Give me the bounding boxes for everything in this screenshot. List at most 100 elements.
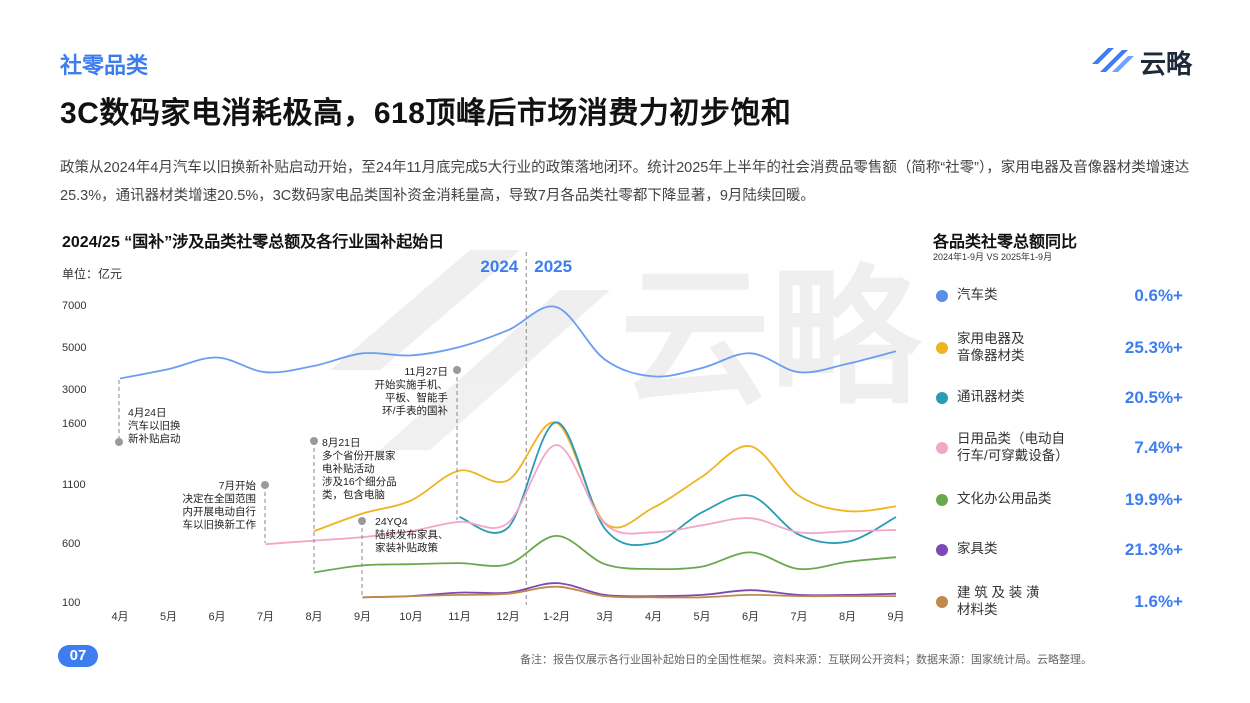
watermark-text: 云略 [620,254,923,422]
legend-item: 通讯器材类 20.5%+ [933,388,1193,428]
annotation-text: 类，包含电脑 [322,488,385,501]
legend-item: 家具类 21.3%+ [933,540,1193,580]
y-tick-label: 600 [62,538,80,550]
legend-item-name: 家用电器及 音像器材类 [957,331,1025,363]
annotation-text: 新补贴启动 [128,432,181,445]
legend-color-dot [936,290,948,302]
x-tick-label: 5月 [693,611,710,623]
chart-title: 2024/25 “国补”涉及品类社零总额及各行业国补起始日 [62,234,445,251]
series-line-0 [119,305,897,380]
x-tick-label: 8月 [305,611,322,623]
x-tick-label: 10月 [399,611,422,623]
annotation-text: 决定在全国范围 [183,492,257,505]
x-tick-label: 3月 [596,611,613,623]
annotation-text: 4月24日 [128,407,167,419]
y-tick-label: 1100 [62,479,86,491]
legend-title: 各品类社零总额同比 [933,234,1078,251]
legend-item-value: 1.6%+ [1134,592,1183,611]
y-tick-label: 1600 [62,418,86,430]
legend-item-name: 日用品类（电动自 行车/可穿戴设备） [957,431,1069,463]
annotation-dot [453,366,461,374]
brand-logo: 云略 [1088,42,1198,79]
series-line-6 [362,585,896,599]
unit-label: 单位：亿元 [62,267,123,281]
annotation-dot [261,481,269,489]
watermark: 云略 [330,250,923,450]
legend-item: 日用品类（电动自 行车/可穿戴设备） 7.4%+ [933,430,1193,470]
x-tick-label: 7月 [257,611,274,623]
annotation-text: 多个省份开展家 [322,449,396,462]
legend-item-name: 汽车类 [957,287,998,302]
legend-color-dot [936,392,948,404]
x-tick-label: 6月 [208,611,225,623]
y-tick-label: 100 [62,597,80,609]
annotation-text: 环/手表的国补 [382,404,448,417]
legend-item-name: 文化办公用品类 [957,491,1052,506]
legend-color-dot [936,596,948,608]
series-line-5 [362,582,897,599]
legend-item-value: 25.3%+ [1124,338,1183,357]
x-tick-label: 1-2月 [543,611,570,623]
x-tick-label: 12月 [496,611,519,623]
annotation-text: 平板、智能手 [385,391,448,404]
legend-color-dot [936,342,948,354]
annotation-text: 内开展电动自行 [183,505,257,518]
annotation-text: 8月21日 [322,437,361,449]
x-tick-label: 4月 [111,611,128,623]
annotation-dot [310,437,318,445]
section-label: 社零品类 [60,53,149,78]
annotation-text: 汽车以旧换 [128,419,181,432]
annotation-dot [358,517,366,525]
y-tick-label: 7000 [62,300,86,312]
legend-item: 建 筑 及 装 潢 材料类 1.6%+ [933,584,1193,624]
x-tick-label: 6月 [742,611,759,623]
legend-color-dot [936,494,948,506]
annotation-text: 家装补贴政策 [375,541,438,554]
series-line-4 [313,534,897,574]
annotation-text: 陆续发布家具、 [375,528,449,541]
page-number-badge: 07 [58,645,98,667]
legend-item-name: 通讯器材类 [957,389,1025,404]
x-tick-label: 9月 [354,611,371,623]
annotation-text: 涉及16个细分品 [322,475,397,488]
annotation-text: 开始实施手机、 [375,378,449,391]
legend-item-value: 7.4%+ [1134,438,1183,457]
legend-item: 汽车类 0.6%+ [933,286,1193,326]
annotation-text: 7月开始 [219,479,257,492]
logo-mark-icon [1092,48,1134,72]
legend-item-name: 建 筑 及 装 潢 材料类 [957,585,1040,617]
legend-item-value: 21.3%+ [1124,540,1183,559]
x-tick-label: 8月 [839,611,856,623]
y-tick-label: 3000 [62,384,86,396]
series-line-3 [265,444,897,546]
annotation-dot [115,438,123,446]
page-title: 3C数码家电消耗极高，618顶峰后市场消费力初步饱和 [60,97,792,130]
annotation-text: 24YQ4 [375,516,408,528]
legend-item-value: 0.6%+ [1134,286,1183,305]
legend-color-dot [936,442,948,454]
annotation-text: 11月27日 [404,366,448,378]
intro-paragraph: 政策从2024年4月汽车以旧换新补贴启动开始，至24年11月底完成5大行业的政策… [60,160,1190,204]
x-tick-label: 4月 [645,611,662,623]
x-tick-label: 7月 [790,611,807,623]
legend-item: 家用电器及 音像器材类 25.3%+ [933,330,1193,370]
x-tick-label: 11月 [448,611,470,623]
legend-item-value: 20.5%+ [1124,388,1183,407]
logo-text: 云略 [1140,49,1193,79]
annotation-text: 电补贴活动 [322,462,375,475]
series-line-2 [459,421,897,546]
annotation-text: 车以旧换新工作 [183,518,257,531]
legend-item: 文化办公用品类 19.9%+ [933,490,1193,530]
legend-subtitle: 2024年1-9月 VS 2025年1-9月 [933,252,1053,262]
legend-item-value: 19.9%+ [1124,490,1183,509]
year-label-2025: 2025 [534,257,572,276]
x-tick-label: 9月 [887,611,904,623]
year-label-2024: 2024 [480,257,518,276]
y-tick-label: 5000 [62,342,86,354]
